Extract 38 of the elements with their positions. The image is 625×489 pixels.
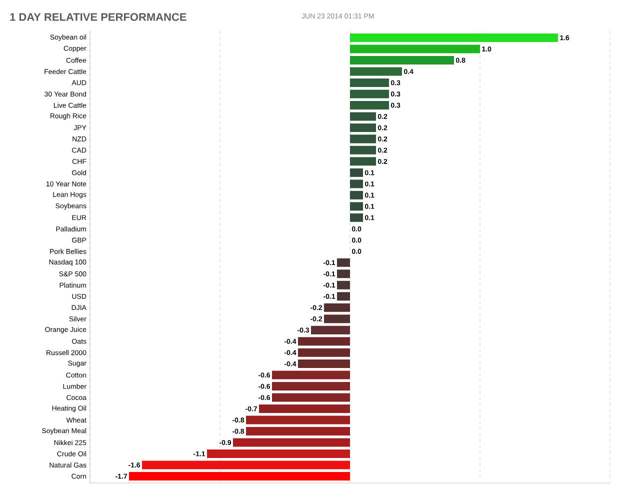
bar (350, 67, 402, 76)
bar (272, 393, 350, 402)
bar (337, 258, 350, 267)
bar (350, 112, 376, 121)
bar (298, 348, 350, 357)
bar (233, 438, 350, 447)
bar (272, 370, 350, 380)
bar (350, 190, 363, 200)
chart-title: 1 DAY RELATIVE PERFORMANCE (10, 13, 186, 21)
bar (350, 78, 389, 87)
bar (246, 416, 350, 424)
bar (246, 427, 350, 436)
bar (350, 180, 363, 188)
bar (259, 404, 350, 414)
bar (129, 472, 350, 480)
bar (207, 450, 350, 458)
bar (298, 360, 350, 368)
bar (350, 213, 363, 222)
bar (337, 280, 350, 290)
bar (324, 314, 350, 324)
bar (350, 202, 363, 211)
bar (350, 33, 558, 42)
bar (350, 168, 363, 177)
bar (350, 157, 376, 166)
bar (350, 134, 376, 144)
bar (324, 303, 350, 312)
bar (350, 56, 454, 64)
bar (350, 146, 376, 154)
bar (142, 460, 350, 470)
bar (337, 270, 350, 278)
bar (337, 292, 350, 301)
bar (350, 123, 376, 132)
bar (311, 326, 350, 334)
bar (350, 90, 389, 98)
bar (350, 44, 480, 54)
bar (350, 100, 389, 110)
bar (272, 382, 350, 391)
bar (298, 337, 350, 346)
